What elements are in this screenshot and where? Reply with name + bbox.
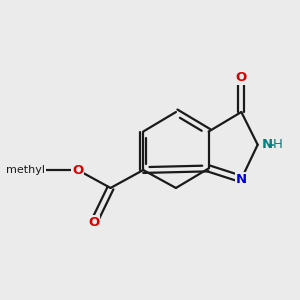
Text: H: H <box>272 138 282 151</box>
Text: O: O <box>72 164 83 176</box>
Text: O: O <box>88 216 99 229</box>
Text: N: N <box>262 138 273 151</box>
Text: O: O <box>236 71 247 84</box>
Text: N: N <box>236 172 247 185</box>
Text: methyl: methyl <box>6 165 45 175</box>
